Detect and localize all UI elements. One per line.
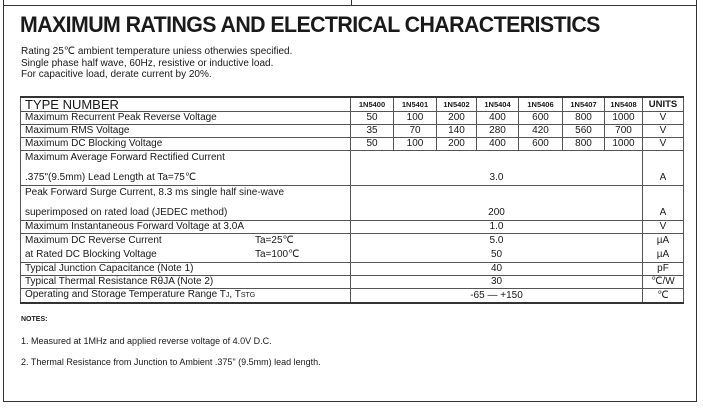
unit: µA (656, 249, 670, 260)
unit-cell: A (642, 150, 684, 186)
part-header: 1N5401 (393, 96, 437, 112)
top-divider (3, 5, 697, 6)
label-text: , T (229, 289, 241, 300)
label-line: Maximum DC Reverse Current (25, 235, 162, 246)
unit-cell: V (642, 111, 684, 125)
label-line: at Rated DC Blocking Voltage (25, 249, 157, 260)
label-line: superimposed on rated load (JEDEC method… (25, 207, 228, 218)
unit-cell: ℃/W (642, 275, 684, 289)
subscript: J (225, 292, 230, 299)
cell: 700 (604, 124, 643, 138)
note-item: 2. Thermal Resistance from Junction to A… (21, 357, 321, 367)
cell: 200 (436, 137, 477, 151)
row-label: Peak Forward Surge Current, 8.3 ms singl… (20, 185, 351, 221)
ratings-table: TYPE NUMBER 1N5400 1N5401 1N5402 1N5404 … (20, 96, 684, 304)
condition: Ta=25℃ (255, 235, 294, 246)
part-header: 1N5402 (436, 96, 477, 112)
part-header: 1N5400 (350, 96, 394, 112)
cell: 140 (436, 124, 477, 138)
row-label: Maximum Instantaneous Forward Voltage at… (20, 220, 351, 234)
cell: 1.0 (350, 220, 643, 234)
table-row: Maximum DC Reverse Current Ta=25℃ at Rate… (20, 233, 684, 263)
units-header: UNITS (642, 96, 684, 112)
value: 50 (490, 249, 503, 260)
unit-cell: µA µA (642, 233, 684, 263)
section-title: MAXIMUM RATINGS AND ELECTRICAL CHARACTER… (20, 12, 600, 37)
note-item: 1. Measured at 1MHz and applied reverse … (21, 336, 272, 346)
unit-cell: V (642, 220, 684, 234)
row-label: Operating and Storage Temperature Range … (20, 288, 351, 304)
table-row: Peak Forward Surge Current, 8.3 ms singl… (20, 185, 684, 221)
table-row: Maximum RMS Voltage 35 70 140 280 420 56… (20, 124, 684, 138)
row-label: Maximum RMS Voltage (20, 124, 351, 138)
row-label: Maximum Average Forward Rectified Curren… (20, 150, 351, 186)
cell: 50 (350, 111, 394, 125)
top-vertical-divider (351, 0, 352, 6)
cell: 1000 (604, 137, 643, 151)
cell: 50 (350, 137, 394, 151)
cell: 800 (562, 111, 605, 125)
row-label: Maximum DC Blocking Voltage (20, 137, 351, 151)
cell: 400 (476, 111, 519, 125)
cell: 280 (476, 124, 519, 138)
subscript: STG (240, 292, 256, 299)
intro-text: Rating 25℃ ambient temperature uniess ot… (21, 46, 292, 81)
label-line: Maximum Average Forward Rectified Curren… (25, 152, 225, 163)
row-label: Maximum Recurrent Peak Reverse Voltage (20, 111, 351, 125)
condition: Ta=100℃ (255, 249, 300, 260)
cell: 420 (518, 124, 563, 138)
cell: 30 (350, 275, 643, 289)
type-number-header: TYPE NUMBER (20, 96, 351, 112)
cell: 3.0 (350, 150, 643, 186)
label-line: .375"(9.5mm) Lead Length at Ta=75℃ (25, 172, 197, 183)
part-header: 1N5404 (476, 96, 519, 112)
intro-line: For capacitive load, derate current by 2… (21, 69, 212, 80)
cell: 70 (393, 124, 437, 138)
cell: 600 (518, 137, 563, 151)
cell: 200 (350, 185, 643, 221)
unit: µA (656, 235, 670, 246)
cell: 5.0 50 (350, 233, 643, 263)
part-header: 1N5407 (562, 96, 605, 112)
cell: 560 (562, 124, 605, 138)
notes-heading: NOTES: (21, 316, 48, 323)
table-row: Typical Thermal Resistance RθJA (Note 2)… (20, 275, 684, 289)
intro-line: Single phase half wave, 60Hz, resistive … (21, 57, 274, 69)
cell: 200 (436, 111, 477, 125)
cell: 800 (562, 137, 605, 151)
cell: 40 (350, 262, 643, 276)
table-row: Maximum DC Blocking Voltage 50 100 200 4… (20, 137, 684, 151)
table-row: Operating and Storage Temperature Range … (20, 288, 684, 304)
value: 5.0 (489, 235, 504, 246)
part-header: 1N5408 (604, 96, 643, 112)
row-label: Typical Junction Capacitance (Note 1) (20, 262, 351, 276)
cell: 1000 (604, 111, 643, 125)
table-row: Maximum Instantaneous Forward Voltage at… (20, 220, 684, 234)
intro-line: Rating 25℃ ambient temperature uniess ot… (21, 46, 293, 57)
row-label: Maximum DC Reverse Current Ta=25℃ at Rate… (20, 233, 351, 263)
unit-cell: A (642, 185, 684, 221)
cell: 400 (476, 137, 519, 151)
table-row: Maximum Recurrent Peak Reverse Voltage 5… (20, 111, 684, 125)
unit-cell: V (642, 137, 684, 151)
row-label: Typical Thermal Resistance RθJA (Note 2) (20, 275, 351, 289)
label-text: Operating and Storage Temperature Range … (25, 289, 226, 300)
cell: 600 (518, 111, 563, 125)
page-frame (3, 0, 697, 402)
header-row: TYPE NUMBER 1N5400 1N5401 1N5402 1N5404 … (20, 96, 684, 112)
label-line: Peak Forward Surge Current, 8.3 ms singl… (25, 187, 285, 198)
cell: 100 (393, 137, 437, 151)
table-row: Maximum Average Forward Rectified Curren… (20, 150, 684, 186)
cell: 100 (393, 111, 437, 125)
part-header: 1N5406 (518, 96, 563, 112)
table-row: Typical Junction Capacitance (Note 1) 40… (20, 262, 684, 276)
cell: 35 (350, 124, 394, 138)
unit-cell: V (642, 124, 684, 138)
unit-cell: ℃ (642, 288, 684, 304)
unit-cell: pF (642, 262, 684, 276)
cell: -65 — +150 (350, 288, 643, 304)
